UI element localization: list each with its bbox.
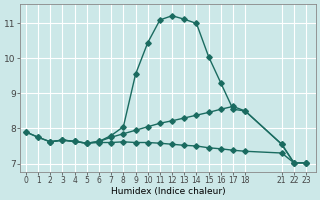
X-axis label: Humidex (Indice chaleur): Humidex (Indice chaleur)	[110, 187, 225, 196]
